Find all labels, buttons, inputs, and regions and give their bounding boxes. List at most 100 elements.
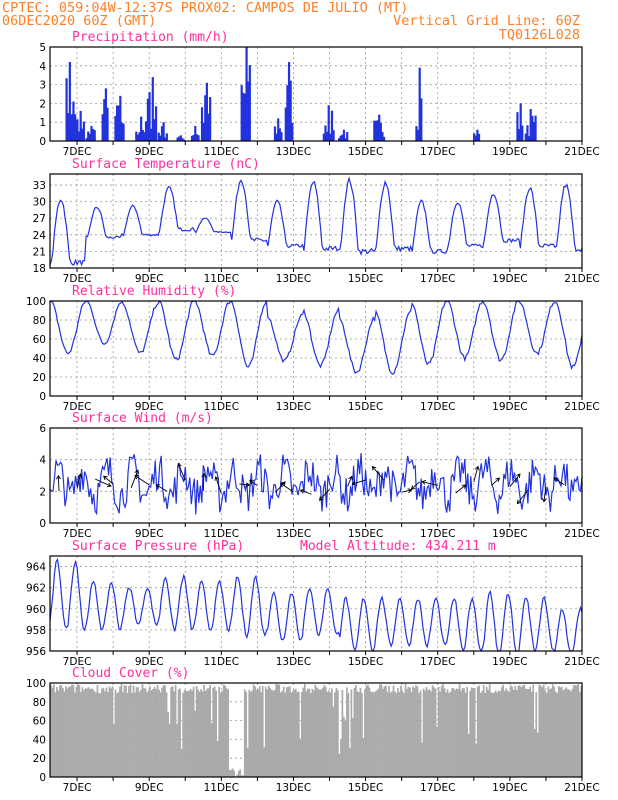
precip-bar bbox=[344, 138, 347, 141]
y-tick-label: 80 bbox=[33, 315, 46, 327]
x-tick-label: 11DEC bbox=[204, 146, 239, 158]
cloud-cover-bar bbox=[144, 688, 147, 777]
cloud-cover-bar bbox=[183, 689, 186, 777]
cloud-cover-bar bbox=[126, 693, 129, 777]
wind-arrow-head bbox=[541, 497, 547, 503]
cloud-cover-bar bbox=[460, 690, 462, 777]
cloud-cover-bar bbox=[66, 688, 69, 777]
cloud-cover-bar bbox=[128, 686, 130, 777]
wind-arrow-head bbox=[245, 482, 251, 488]
cloud-cover-bar bbox=[224, 685, 227, 777]
x-tick-label: 7DEC bbox=[63, 146, 92, 158]
precip-bar bbox=[242, 92, 245, 141]
x-tick-label: 17DEC bbox=[420, 656, 455, 668]
cloud-cover-bar bbox=[272, 690, 275, 777]
y-tick-label: 958 bbox=[26, 625, 46, 637]
wind-arrow bbox=[76, 474, 81, 489]
cloud-cover-bar bbox=[300, 691, 303, 777]
x-tick-label: 13DEC bbox=[276, 656, 311, 668]
cloud-cover-bar bbox=[344, 720, 347, 777]
cloud-cover-bar bbox=[322, 687, 324, 777]
cloud-cover-bar bbox=[506, 690, 509, 777]
cloud-cover-bar bbox=[143, 688, 145, 777]
wind-arrow bbox=[352, 479, 366, 485]
cloud-cover-bar bbox=[364, 689, 366, 777]
y-tick-label: 0 bbox=[39, 136, 46, 148]
precip-bar bbox=[181, 138, 184, 141]
precip-bar bbox=[474, 135, 477, 141]
wind-arrow-head bbox=[410, 485, 416, 490]
cloud-cover-bar bbox=[559, 687, 562, 777]
cloud-cover-bar bbox=[542, 684, 545, 777]
cloud-cover-bar bbox=[512, 689, 515, 777]
precip-bar bbox=[165, 133, 168, 141]
cloud-cover-bar bbox=[346, 687, 348, 777]
precip-bar bbox=[154, 106, 158, 141]
cloud-cover-bar bbox=[371, 691, 374, 777]
wind-arrow bbox=[347, 476, 353, 487]
cloud-cover-bar bbox=[95, 692, 97, 777]
cloud-cover-bar bbox=[243, 689, 246, 777]
cloud-cover-bar bbox=[491, 693, 494, 777]
cloud-cover-bar bbox=[440, 686, 443, 777]
header-station: CPTEC: 059:04W-12:37S PROX02: CAMPOS DE … bbox=[2, 0, 408, 16]
cloud-cover-bar bbox=[397, 688, 399, 777]
cloud-cover-bar bbox=[108, 686, 111, 777]
y-tick-label: 2 bbox=[39, 98, 46, 110]
wind-arrow bbox=[401, 489, 412, 493]
cloud-cover-bar bbox=[326, 691, 329, 777]
y-tick-label: 3 bbox=[39, 80, 46, 92]
cloud-cover-bar bbox=[212, 687, 215, 777]
cloud-cover-bar bbox=[192, 686, 195, 777]
cloud-cover-bar bbox=[231, 768, 234, 777]
plot-frame bbox=[49, 300, 583, 397]
cloud-cover-bar bbox=[391, 691, 393, 777]
cloud-cover-bar bbox=[275, 684, 278, 777]
cloud-cover-bar bbox=[312, 690, 315, 777]
wind-arrow bbox=[156, 484, 168, 492]
cloud-cover-bar bbox=[382, 688, 384, 777]
cloud-cover-bar bbox=[80, 692, 82, 777]
precip-bar bbox=[289, 80, 292, 141]
precip-bar bbox=[322, 133, 325, 141]
cloud-cover-bar bbox=[572, 684, 575, 777]
x-tick-label: 15DEC bbox=[348, 656, 383, 668]
cloud-cover-bar bbox=[111, 686, 114, 777]
precip-bar bbox=[202, 122, 205, 141]
cloud-cover-bar bbox=[317, 688, 320, 777]
cloud-cover-bar bbox=[84, 688, 87, 777]
x-tick-label: 9DEC bbox=[135, 146, 164, 158]
cloud-cover-bar bbox=[368, 687, 371, 777]
y-tick-label: 5 bbox=[39, 42, 46, 54]
cloud-cover-bar bbox=[225, 688, 228, 777]
cloud-cover-bar bbox=[195, 686, 198, 777]
cloud-cover-bar bbox=[562, 690, 565, 777]
precip-bar bbox=[70, 114, 73, 141]
cloud-cover-bar bbox=[257, 689, 260, 777]
cloud-cover-bar bbox=[59, 685, 61, 777]
precip-bar bbox=[122, 123, 125, 141]
precip-bar bbox=[330, 110, 334, 141]
cloud-cover-bar bbox=[568, 689, 571, 777]
cloud-cover-bar bbox=[278, 684, 281, 777]
cloud-cover-bar bbox=[370, 691, 372, 777]
cloud-cover-bar bbox=[523, 684, 526, 777]
cloud-cover-bar bbox=[314, 684, 317, 777]
cloud-cover-bar bbox=[309, 693, 312, 777]
cloud-cover-bar bbox=[153, 686, 156, 777]
cloud-cover-bar bbox=[213, 686, 216, 777]
x-tick-label: 17DEC bbox=[420, 146, 455, 158]
cloud-cover-bar bbox=[122, 692, 124, 777]
wind-arrow bbox=[103, 475, 114, 485]
cloud-cover-bar bbox=[448, 692, 450, 777]
precip-bar bbox=[117, 105, 120, 141]
wind-arrow-head bbox=[318, 496, 324, 501]
x-tick-label: 9DEC bbox=[135, 656, 164, 668]
cloud-cover-bar bbox=[83, 690, 85, 777]
x-tick-label: 7DEC bbox=[63, 528, 92, 540]
precip-bar bbox=[103, 99, 106, 141]
cloud-cover-bar bbox=[240, 775, 243, 777]
precip-bar bbox=[517, 129, 521, 141]
series-line bbox=[49, 557, 583, 653]
cloud-cover-bar bbox=[514, 685, 517, 777]
